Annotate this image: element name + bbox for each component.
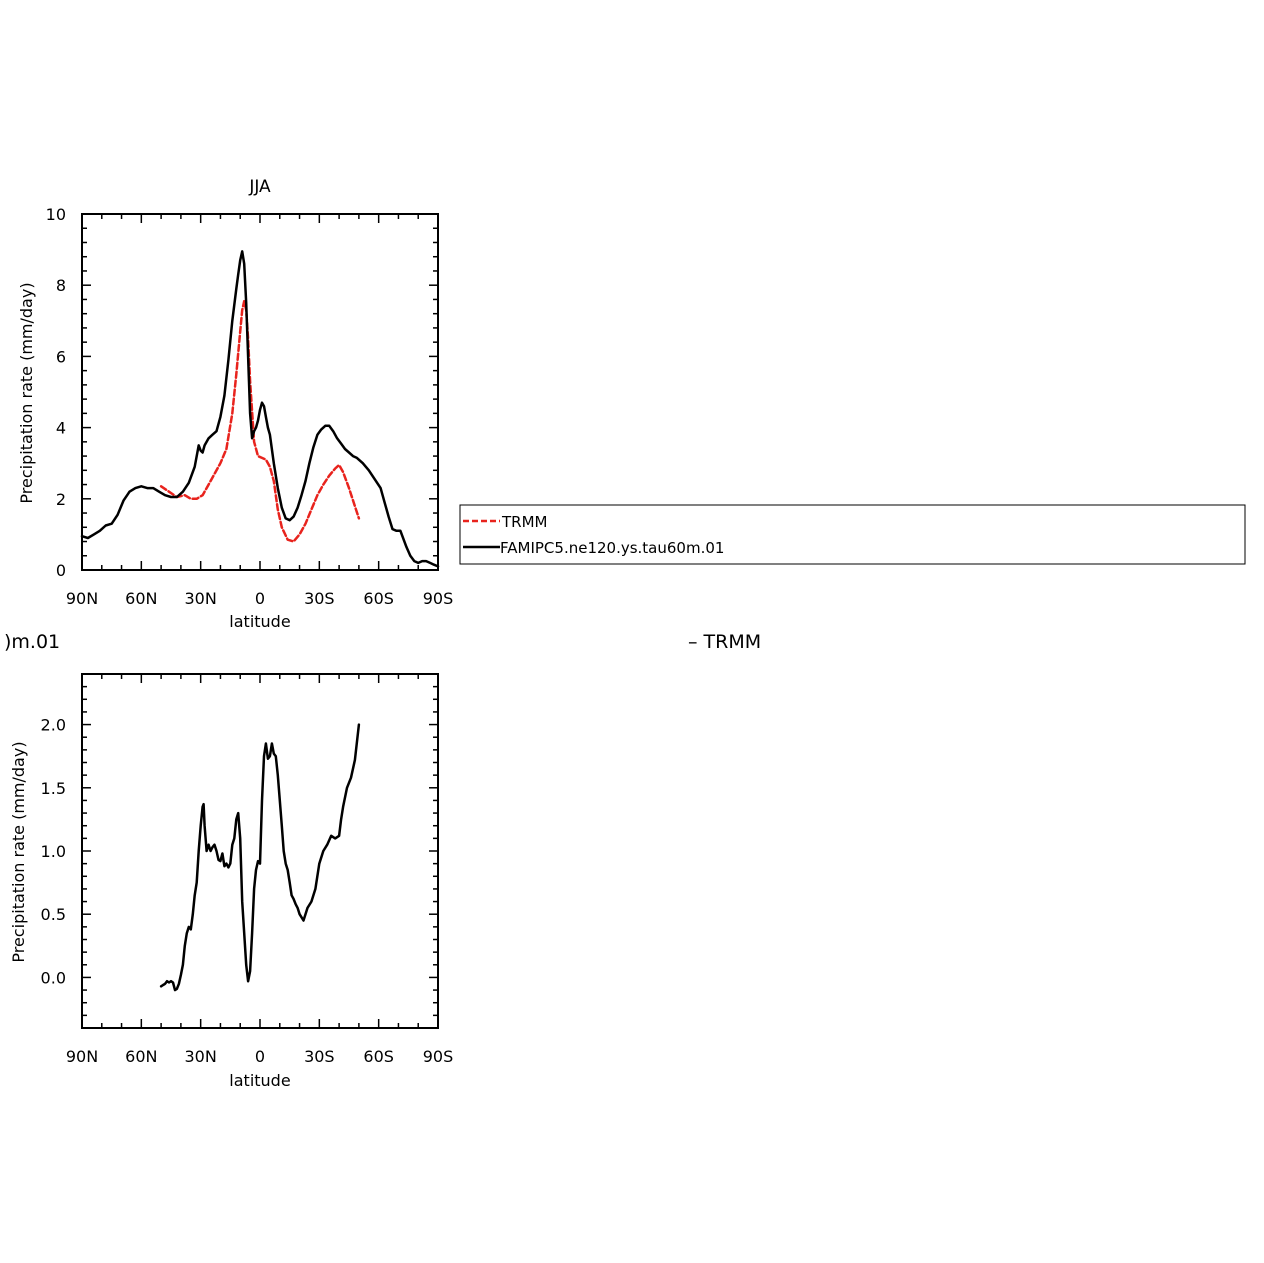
legend-label-model: FAMIPC5.ne120.ys.tau60m.01 (500, 539, 724, 557)
y-tick-label: 6 (56, 347, 66, 366)
series-line-difference (159, 723, 361, 992)
clipped-right-title: – TRMM (688, 631, 761, 653)
chart-panel-difference: )m.01 – TRMM 90N 60N 30N 0 30S 60S 90S 0.0 0.5 1.… (4, 631, 761, 1090)
legend-box (459, 504, 1246, 565)
y-tick-label: 1.0 (41, 842, 66, 861)
y-axis-label: Precipitation rate (mm/day) (9, 741, 28, 962)
x-tick-label: 60N (125, 589, 157, 608)
x-tick-label: 60S (363, 589, 394, 608)
x-tick-label: 30N (185, 589, 217, 608)
chart-plot-area (81, 213, 439, 571)
chart-axes: 90N 60N 30N 0 30S 60S 90S 0.0 0.5 1.0 1.5 2.0 (41, 673, 454, 1066)
chart-series-group (80, 250, 440, 568)
y-tick-label: 4 (56, 419, 66, 438)
clipped-left-title: )m.01 (4, 631, 60, 653)
y-tick-label: 10 (46, 205, 66, 224)
x-tick-label: 90S (423, 1047, 454, 1066)
chart-series-group (159, 723, 361, 992)
y-tick-label: 2.0 (41, 716, 66, 735)
chart-legend: TRMM FAMIPC5.ne120.ys.tau60m.01 (459, 504, 1246, 565)
x-tick-label: 90N (66, 1047, 98, 1066)
y-tick-label: 1.5 (41, 779, 66, 798)
x-tick-label: 60S (363, 1047, 394, 1066)
y-tick-label: 0.0 (41, 968, 66, 987)
x-tick-label: 30N (185, 1047, 217, 1066)
y-tick-label: 8 (56, 276, 66, 295)
x-tick-label: 90S (423, 589, 454, 608)
y-tick-label: 0.5 (41, 905, 66, 924)
x-tick-label: 60N (125, 1047, 157, 1066)
series-line-famipc5-ne120-ys-tau60m-01 (80, 250, 440, 568)
legend-label-trmm: TRMM (501, 513, 547, 531)
series-line-trmm (159, 299, 361, 543)
x-tick-label: 90N (66, 589, 98, 608)
x-tick-label: 30S (304, 1047, 335, 1066)
y-tick-label: 0 (56, 561, 66, 580)
x-axis-label: latitude (229, 1071, 290, 1090)
chart-title: JJA (248, 177, 271, 197)
x-tick-label: 30S (304, 589, 335, 608)
x-axis-label: latitude (229, 612, 290, 631)
x-tick-label: 0 (255, 1047, 265, 1066)
plot-frame (81, 213, 439, 571)
chart-axes: 90N 60N 30N 0 30S 60S 90S 0 2 4 6 8 10 (46, 205, 454, 608)
y-axis-label: Precipitation rate (mm/day) (17, 282, 36, 503)
y-tick-label: 2 (56, 490, 66, 509)
x-tick-label: 0 (255, 589, 265, 608)
